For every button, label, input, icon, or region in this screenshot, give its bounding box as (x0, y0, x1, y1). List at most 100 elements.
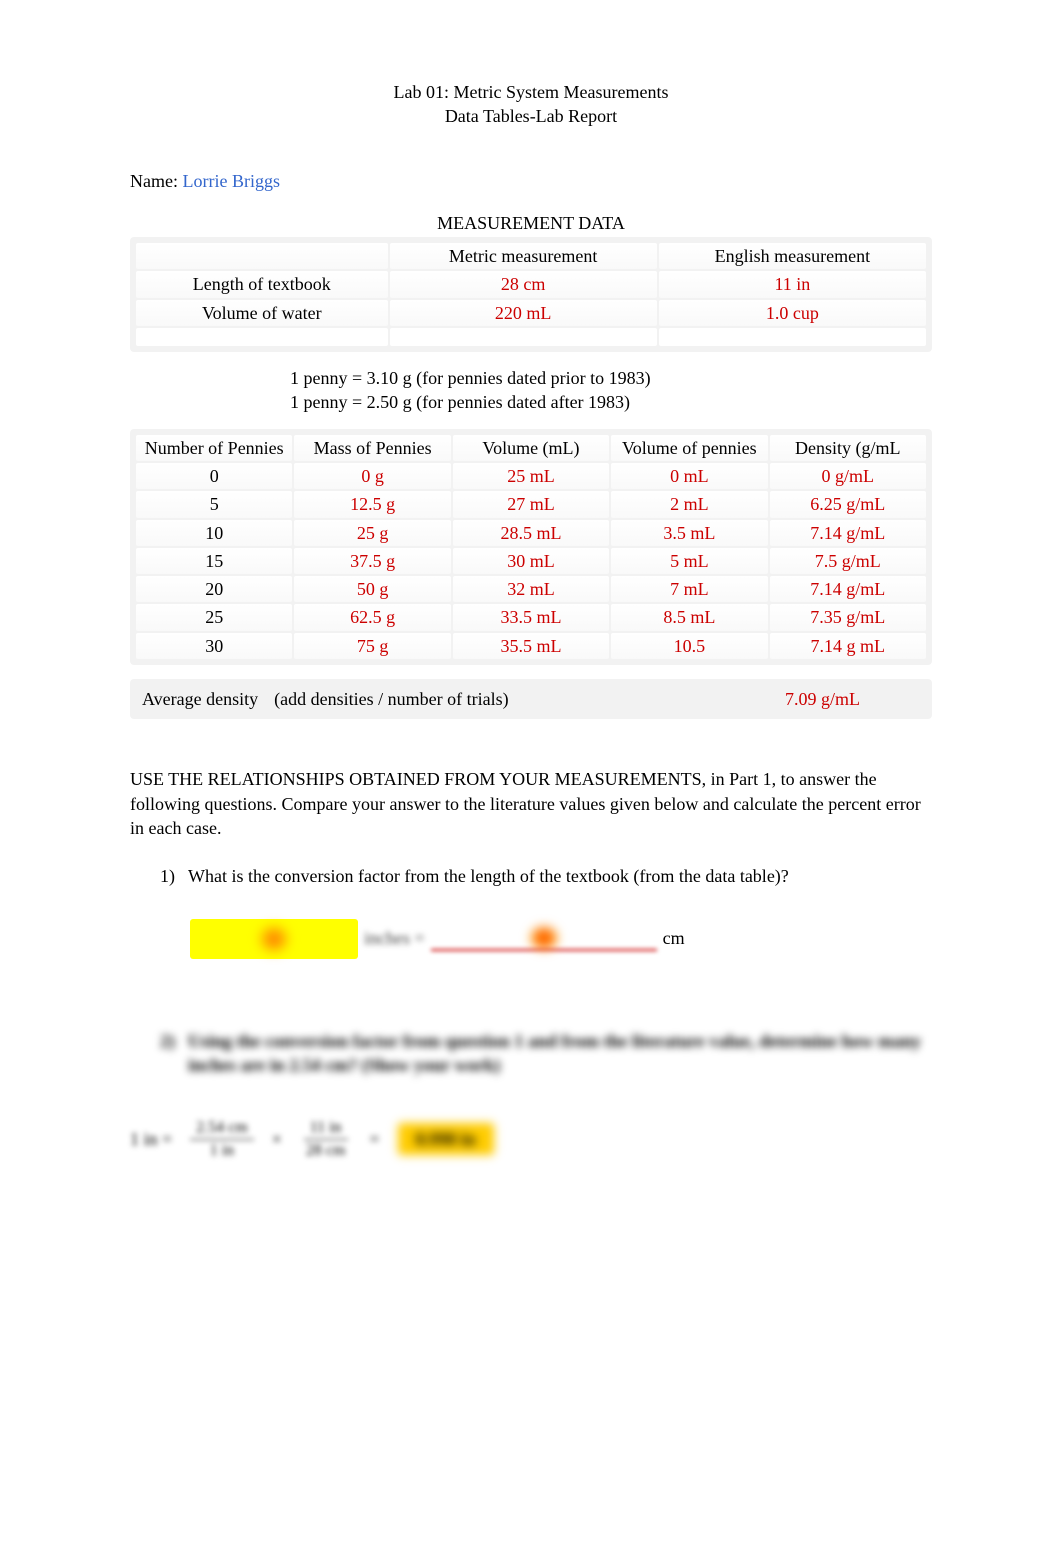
table-row: 5 12.5 g 27 mL 2 mL 6.25 g/mL (136, 491, 926, 517)
cell: 35.5 mL (453, 633, 609, 659)
col-metric: Metric measurement (390, 243, 657, 269)
table-row: 10 25 g 28.5 mL 3.5 mL 7.14 g/mL (136, 520, 926, 546)
name-label: Name: (130, 171, 178, 191)
avg-value: 7.09 g/mL (785, 687, 860, 711)
row-label: Length of textbook (136, 271, 388, 297)
cell: 37.5 g (294, 548, 450, 574)
table-row: 25 62.5 g 33.5 mL 8.5 mL 7.35 g/mL (136, 604, 926, 630)
cell: 27 mL (453, 491, 609, 517)
cell: 75 g (294, 633, 450, 659)
eq-equals: = (369, 1127, 379, 1151)
col-head: Mass of Pennies (294, 435, 450, 461)
cell: 7.14 g/mL (770, 520, 926, 546)
eq-times: × (272, 1127, 282, 1151)
pennies-table-wrap: Number of Pennies Mass of Pennies Volume… (130, 429, 932, 665)
penny-note-2: 1 penny = 2.50 g (for pennies dated afte… (290, 390, 932, 414)
equation-row: 1 in = 2.54 cm 1 in × 11 in 28 cm = 0.99… (130, 1117, 932, 1161)
cell: 7.14 g/mL (770, 576, 926, 602)
cell: 25 g (294, 520, 450, 546)
instructions-paragraph: USE THE RELATIONSHIPS OBTAINED FROM YOUR… (130, 767, 932, 840)
table-header-row: Number of Pennies Mass of Pennies Volume… (136, 435, 926, 461)
col-head: Volume (mL) (453, 435, 609, 461)
q2-text: Using the conversion factor from questio… (188, 1029, 932, 1078)
cell: 3.5 mL (611, 520, 767, 546)
cell: 5 mL (611, 548, 767, 574)
cell-english: 1.0 cup (659, 300, 926, 326)
row-label: Volume of water (136, 300, 388, 326)
cell: 62.5 g (294, 604, 450, 630)
instr-caps: USE THE RELATIONSHIPS OBTAINED FROM YOUR… (130, 769, 702, 789)
cell: 25 (136, 604, 292, 630)
name-row: Name: Lorrie Briggs (130, 169, 932, 193)
cell: 30 (136, 633, 292, 659)
highlight-left (190, 919, 358, 959)
blur-icon (260, 927, 288, 951)
formula-mid: inches = (364, 926, 425, 950)
frac2-top: 11 in (304, 1117, 348, 1140)
q1-number: 1) (160, 864, 188, 888)
cell: 0 mL (611, 463, 767, 489)
cell: 6.25 g/mL (770, 491, 926, 517)
frac1-top: 2.54 cm (190, 1117, 254, 1140)
cell-metric: 28 cm (390, 271, 657, 297)
table-row: 0 0 g 25 mL 0 mL 0 g/mL (136, 463, 926, 489)
table-row: 20 50 g 32 mL 7 mL 7.14 g/mL (136, 576, 926, 602)
cell: 32 mL (453, 576, 609, 602)
eq-answer: 0.998 in (398, 1123, 494, 1155)
red-underline-group (431, 927, 657, 951)
frac1-bot: 1 in (204, 1140, 240, 1162)
cell: 33.5 mL (453, 604, 609, 630)
penny-note-1: 1 penny = 3.10 g (for pennies dated prio… (290, 366, 932, 390)
cell: 20 (136, 576, 292, 602)
cell: 5 (136, 491, 292, 517)
cell: 0 g/mL (770, 463, 926, 489)
question-2: 2) Using the conversion factor from ques… (160, 1029, 932, 1078)
table-empty-row (136, 328, 926, 346)
title-line-2: Data Tables-Lab Report (130, 104, 932, 128)
average-row-wrap: Average density (add densities / number … (130, 679, 932, 719)
cell: 7.5 g/mL (770, 548, 926, 574)
col-head: Volume of pennies (611, 435, 767, 461)
col-head: Number of Pennies (136, 435, 292, 461)
measurement-heading: MEASUREMENT DATA (130, 211, 932, 235)
cell-metric: 220 mL (390, 300, 657, 326)
table-row: 30 75 g 35.5 mL 10.5 7.14 g mL (136, 633, 926, 659)
col-blank (136, 243, 388, 269)
formula-unit: cm (663, 926, 685, 950)
table-header-row: Metric measurement English measurement (136, 243, 926, 269)
cell: 28.5 mL (453, 520, 609, 546)
title-line-1: Lab 01: Metric System Measurements (130, 80, 932, 104)
fraction-1: 2.54 cm 1 in (190, 1117, 254, 1161)
cell: 25 mL (453, 463, 609, 489)
cell: 0 g (294, 463, 450, 489)
q2-number: 2) (160, 1029, 188, 1078)
eq-lhs: 1 in = (130, 1127, 172, 1151)
blur-icon (531, 927, 557, 949)
question-1: 1) What is the conversion factor from th… (160, 864, 932, 888)
avg-label: Average density (142, 687, 258, 711)
cell: 0 (136, 463, 292, 489)
avg-formula: (add densities / number of trials) (274, 687, 785, 711)
table-row: Volume of water 220 mL 1.0 cup (136, 300, 926, 326)
col-head: Density (g/mL (770, 435, 926, 461)
measurement-table-wrap: Metric measurement English measurement L… (130, 237, 932, 352)
col-english: English measurement (659, 243, 926, 269)
fraction-2: 11 in 28 cm (300, 1117, 352, 1161)
frac2-bot: 28 cm (300, 1140, 352, 1162)
q1-formula-row: inches = cm (190, 919, 932, 959)
penny-notes: 1 penny = 3.10 g (for pennies dated prio… (290, 366, 932, 415)
cell: 2 mL (611, 491, 767, 517)
questions-list: 1) What is the conversion factor from th… (160, 864, 932, 888)
cell: 7.35 g/mL (770, 604, 926, 630)
cell: 7.14 g mL (770, 633, 926, 659)
cell: 50 g (294, 576, 450, 602)
cell: 7 mL (611, 576, 767, 602)
table-row: 15 37.5 g 30 mL 5 mL 7.5 g/mL (136, 548, 926, 574)
cell: 10.5 (611, 633, 767, 659)
cell: 12.5 g (294, 491, 450, 517)
cell: 8.5 mL (611, 604, 767, 630)
cell: 10 (136, 520, 292, 546)
name-value: Lorrie Briggs (182, 171, 279, 191)
page-title: Lab 01: Metric System Measurements Data … (130, 80, 932, 129)
q1-text: What is the conversion factor from the l… (188, 864, 789, 888)
